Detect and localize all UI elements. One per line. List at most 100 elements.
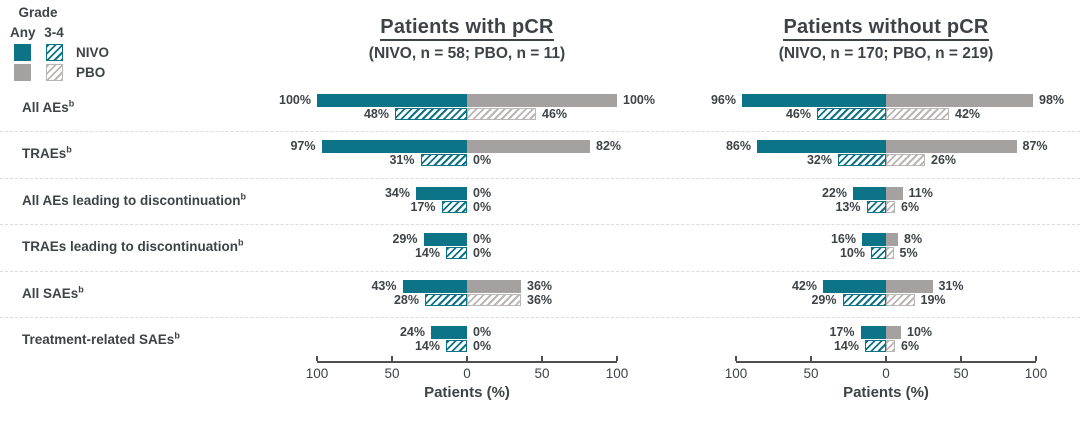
axis-tick-label: 0 xyxy=(463,366,471,381)
value-label-pbo-any: 11% xyxy=(908,185,933,200)
chart-row: TRAEsb 97% 31% 82% 0% 86% 32% 87% 26% xyxy=(0,132,1080,179)
legend-grade-label: Grade xyxy=(18,5,58,20)
value-label-nivo-g34: 14% xyxy=(833,338,859,353)
value-label-nivo-any: 97% xyxy=(290,139,316,154)
panel-group-0: 24% 14% 0% 0% xyxy=(317,318,617,363)
panel-group-1: 16% 10% 8% 5% xyxy=(736,225,1036,270)
bar-nivo-g34 xyxy=(871,247,886,260)
axis-tick xyxy=(735,356,737,361)
value-label-pbo-g34: 6% xyxy=(901,199,920,214)
panel-title-with-pcr: Patients with pCR xyxy=(317,16,617,41)
bar-nivo-g34 xyxy=(446,339,467,352)
legend-swatch-nivo-any xyxy=(13,44,31,61)
legend-grade34-label: 3-4 xyxy=(44,25,64,40)
bar-nivo-any xyxy=(862,233,886,247)
bar-nivo-any xyxy=(423,233,467,247)
bar-nivo-g34 xyxy=(817,108,886,120)
panel-header-without-pcr: Patients without pCR (NIVO, n = 170; PBO… xyxy=(736,16,1036,63)
value-label-nivo-any: 43% xyxy=(371,278,397,293)
axis-tick-label: 100 xyxy=(724,366,748,381)
chart-row: Treatment-related SAEsb 24% 14% 0% 0% 17% 14% 1… xyxy=(0,318,1080,363)
panel-header-with-pcr: Patients with pCR (NIVO, n = 58; PBO, n … xyxy=(317,16,617,63)
panel-group-1: 42% 29% 31% 19% xyxy=(736,272,1036,317)
value-label-nivo-g34: 13% xyxy=(835,199,861,214)
panel-group-0: 100% 48% 100% 46% xyxy=(279,86,655,131)
bar-pbo-g34 xyxy=(886,154,925,167)
axis-tick-label: 100 xyxy=(1024,366,1048,381)
value-label-pbo-any: 98% xyxy=(1039,93,1065,107)
bar-pbo-any xyxy=(467,140,590,154)
value-label-nivo-any: 16% xyxy=(830,232,856,247)
value-label-nivo-any: 100% xyxy=(279,93,311,107)
value-label-nivo-any: 24% xyxy=(399,324,425,339)
panel-group-0: 97% 31% 82% 0% xyxy=(290,132,621,177)
chart-rows: All AEsb 100% 48% 100% 46% 96% 46% 98% 42% TRAEsb… xyxy=(0,86,1080,363)
axis-tick xyxy=(316,356,318,361)
bar-nivo-g34 xyxy=(441,200,467,213)
value-label-nivo-g34: 32% xyxy=(806,153,832,168)
bar-nivo-g34 xyxy=(866,200,886,213)
bar-pbo-any xyxy=(467,279,521,293)
bar-pbo-any xyxy=(886,233,898,247)
value-label-pbo-g34: 0% xyxy=(473,199,492,214)
bar-pbo-g34 xyxy=(467,293,521,306)
row-label: TRAEsb xyxy=(22,144,72,162)
axis-tick-label: 50 xyxy=(803,366,819,381)
value-label-pbo-any: 100% xyxy=(623,93,655,107)
value-label-pbo-any: 82% xyxy=(596,139,622,154)
bar-pbo-g34 xyxy=(467,108,536,120)
x-axis-1 xyxy=(735,356,1037,363)
panel-group-1: 96% 46% 98% 42% xyxy=(711,86,1064,131)
value-label-pbo-g34: 0% xyxy=(473,246,492,261)
value-label-nivo-any: 22% xyxy=(821,185,847,200)
bar-pbo-g34 xyxy=(886,293,915,306)
legend-any-label: Any xyxy=(10,25,36,40)
bar-nivo-g34 xyxy=(395,108,467,120)
value-label-pbo-g34: 5% xyxy=(899,246,918,261)
chart-row: All AEsb 100% 48% 100% 46% 96% 46% 98% 42% xyxy=(0,86,1080,133)
value-label-nivo-g34: 28% xyxy=(393,292,419,307)
row-label: Treatment-related SAEsb xyxy=(22,330,180,347)
value-label-pbo-any: 36% xyxy=(527,278,553,293)
bar-nivo-any xyxy=(431,325,467,339)
value-label-pbo-any: 31% xyxy=(938,278,964,293)
value-label-pbo-g34: 42% xyxy=(955,107,981,121)
value-label-pbo-any: 87% xyxy=(1022,139,1048,154)
panel-title-without-pcr: Patients without pCR xyxy=(736,16,1036,41)
bar-pbo-any xyxy=(886,186,903,200)
axis-tick xyxy=(885,356,887,361)
bar-nivo-g34 xyxy=(446,247,467,260)
panel-group-1: 22% 13% 11% 6% xyxy=(736,179,1036,224)
value-label-nivo-g34: 29% xyxy=(811,292,837,307)
value-label-nivo-g34: 14% xyxy=(414,338,440,353)
legend-swatch-pbo-any xyxy=(13,64,31,81)
bar-nivo-any xyxy=(321,140,467,154)
legend-series-nivo: NIVO xyxy=(76,45,110,60)
legend-swatch-pbo-grade34 xyxy=(45,64,63,81)
value-label-pbo-g34: 6% xyxy=(901,338,920,353)
bar-nivo-any xyxy=(853,186,886,200)
value-label-nivo-g34: 31% xyxy=(389,153,415,168)
bar-nivo-any xyxy=(860,325,886,339)
value-label-pbo-g34: 26% xyxy=(931,153,957,168)
axis-tick xyxy=(391,356,393,361)
x-axis-label-right: Patients (%) xyxy=(843,384,929,401)
axis-tick-label: 50 xyxy=(534,366,550,381)
bar-nivo-g34 xyxy=(865,339,886,352)
value-label-nivo-any: 42% xyxy=(791,278,817,293)
chart-row: All SAEsb 43% 28% 36% 36% 42% 29% 31% 19% xyxy=(0,272,1080,318)
axis-tick xyxy=(466,356,468,361)
panel-subtitle-with-pcr: (NIVO, n = 58; PBO, n = 11) xyxy=(368,45,566,62)
value-label-nivo-any: 29% xyxy=(392,232,418,247)
bar-nivo-any xyxy=(742,94,886,107)
bar-pbo-any xyxy=(886,279,933,293)
value-label-pbo-any: 0% xyxy=(473,232,492,247)
value-label-nivo-g34: 14% xyxy=(414,246,440,261)
row-label: All AEs leading to discontinuationb xyxy=(22,191,247,208)
value-label-pbo-g34: 46% xyxy=(542,107,568,121)
axis-tick xyxy=(616,356,618,361)
value-label-nivo-g34: 48% xyxy=(363,107,389,121)
legend: Grade Any 3-4 NIVO PBO xyxy=(10,4,109,81)
legend-swatch-nivo-grade34 xyxy=(45,44,63,61)
value-label-pbo-g34: 0% xyxy=(473,153,492,168)
